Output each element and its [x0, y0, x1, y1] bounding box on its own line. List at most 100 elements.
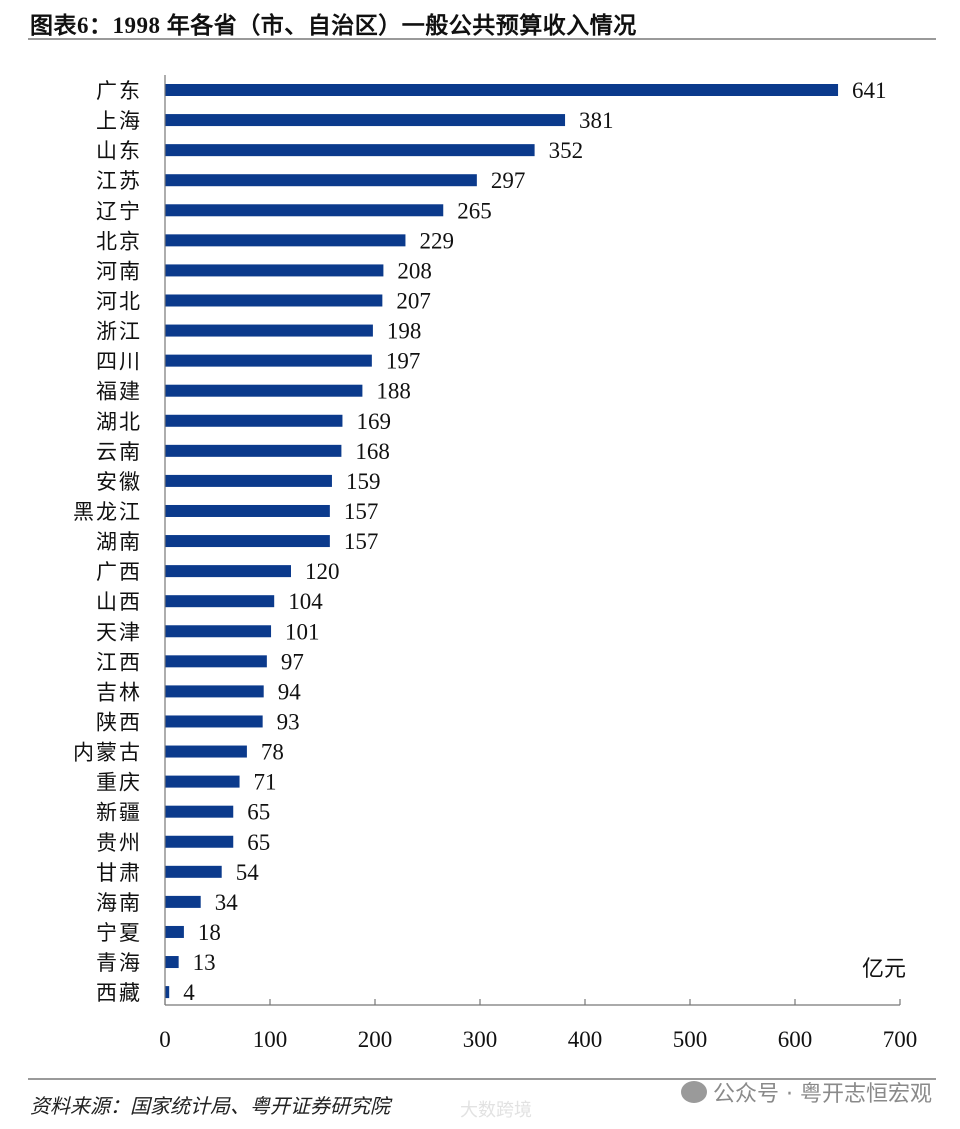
bar: [165, 865, 222, 878]
bar: [165, 595, 275, 608]
data-label: 198: [387, 319, 422, 344]
data-label: 4: [183, 980, 195, 1005]
x-tick-label: 200: [358, 1027, 393, 1052]
category-label: 河南: [96, 259, 142, 283]
category-label: 江西: [96, 650, 142, 674]
category-label: 广西: [96, 560, 142, 584]
category-label: 海南: [96, 891, 142, 915]
bar: [165, 986, 170, 999]
bar: [165, 294, 383, 307]
source-note: 资料来源：国家统计局、粤开证券研究院: [30, 1096, 390, 1118]
data-label: 78: [261, 740, 284, 765]
category-label: 西藏: [96, 981, 142, 1005]
x-tick-label: 500: [673, 1027, 708, 1052]
category-label: 河北: [96, 289, 142, 313]
data-label: 18: [198, 920, 221, 945]
category-label: 上海: [96, 109, 142, 133]
bar: [165, 745, 247, 758]
data-label: 168: [355, 439, 390, 464]
wechat-icon: [681, 1081, 708, 1103]
bar: [165, 264, 384, 277]
data-label: 120: [305, 559, 340, 584]
category-label: 吉林: [96, 680, 142, 704]
bar: [165, 956, 179, 969]
x-tick-label: 400: [568, 1027, 603, 1052]
data-label: 265: [457, 198, 492, 223]
category-label: 浙江: [96, 320, 142, 344]
data-label: 34: [215, 890, 239, 915]
data-label: 93: [277, 709, 300, 734]
data-label: 381: [579, 108, 614, 133]
data-label: 207: [396, 288, 431, 313]
bar: [165, 234, 406, 247]
data-label: 71: [254, 770, 277, 795]
category-label: 山东: [96, 139, 142, 163]
data-label: 197: [386, 349, 421, 374]
bar: [165, 384, 363, 397]
data-label: 297: [491, 168, 525, 193]
category-label: 福建: [96, 380, 142, 404]
bar: [165, 444, 342, 457]
watermark: 公众号 · 粤开志恒宏观: [681, 1076, 932, 1108]
data-label: 188: [376, 379, 411, 404]
x-tick-label: 300: [463, 1027, 498, 1052]
chart-title: 图表6：1998 年各省（市、自治区）一般公共预算收入情况: [30, 13, 637, 38]
bar: [165, 715, 263, 728]
category-label: 重庆: [96, 771, 142, 795]
category-label: 宁夏: [96, 921, 142, 945]
bar: [165, 504, 330, 517]
unit-label: 亿元: [862, 956, 906, 981]
footer-divider: [28, 1078, 936, 1080]
bar: [165, 535, 330, 548]
bar: [165, 805, 234, 818]
bars-group: 641 广东 381 上海 352 山东 297 江苏 265 辽宁 229 北京 208 河南 207 河北…: [73, 78, 887, 1005]
bar: [165, 925, 184, 938]
category-label: 湖南: [96, 530, 142, 554]
bar: [165, 655, 267, 668]
category-label: 青海: [96, 951, 142, 975]
bar: [165, 414, 343, 427]
data-label: 208: [397, 258, 432, 283]
bar: [165, 84, 839, 96]
bar: [165, 144, 535, 157]
x-tick-label: 600: [778, 1027, 813, 1052]
data-label: 101: [285, 619, 320, 644]
category-label: 黑龙江: [73, 500, 142, 524]
category-label: 广东: [96, 79, 142, 103]
category-label: 山西: [96, 590, 142, 614]
category-label: 湖北: [96, 410, 142, 434]
bar-chart: 641 广东 381 上海 352 山东 297 江苏 265 辽宁 229 北京 208 河南 207 河北…: [73, 75, 918, 1052]
bar: [165, 324, 373, 337]
bar: [165, 204, 444, 217]
data-label: 97: [281, 649, 304, 674]
x-tick-label: 700: [883, 1027, 918, 1052]
category-label: 甘肃: [96, 861, 142, 885]
data-label: 13: [193, 950, 216, 975]
data-label: 229: [419, 228, 454, 253]
bar: [165, 685, 264, 698]
bar: [165, 835, 234, 848]
bar: [165, 625, 272, 638]
bar: [165, 354, 372, 367]
category-label: 四川: [96, 350, 142, 374]
category-label: 江苏: [96, 169, 142, 193]
bar: [165, 895, 201, 908]
bar: [165, 174, 477, 187]
data-label: 65: [247, 830, 270, 855]
data-label: 159: [346, 469, 381, 494]
category-label: 云南: [96, 440, 142, 464]
x-tick-label: 0: [159, 1027, 171, 1052]
category-label: 内蒙古: [73, 741, 142, 765]
data-label: 94: [278, 679, 302, 704]
data-label: 641: [852, 78, 887, 103]
data-label: 104: [288, 589, 323, 614]
bar: [165, 565, 291, 578]
category-label: 辽宁: [96, 199, 142, 223]
data-label: 352: [549, 138, 584, 163]
bar: [165, 775, 240, 788]
category-label: 天津: [96, 620, 142, 644]
data-label: 54: [236, 860, 260, 885]
watermark-text: 公众号 · 粤开志恒宏观: [713, 1082, 932, 1107]
category-label: 陕西: [96, 710, 142, 734]
data-label: 169: [356, 409, 391, 434]
